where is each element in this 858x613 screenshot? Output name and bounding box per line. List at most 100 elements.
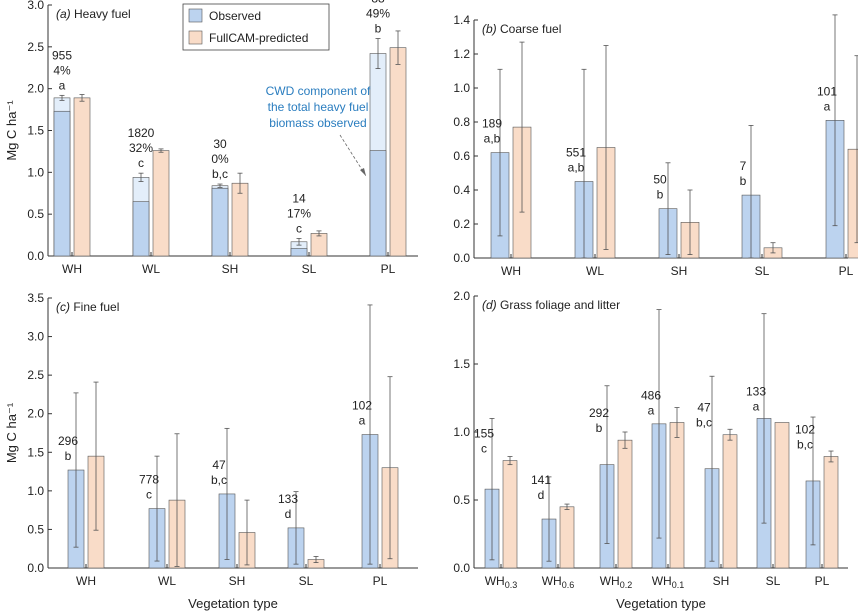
bar-predicted [502,460,518,569]
x-tick-label: WL [586,264,604,278]
y-tick-label: 0.8 [453,115,470,129]
bar-predicted [823,456,839,569]
x-tick-label: WH0.3 [485,574,518,590]
data-label: 141 [531,473,551,487]
data-label: 155 [474,427,494,441]
data-label: b [375,21,382,35]
y-tick-label: 1.0 [27,484,44,498]
panel-title: (a) Heavy fuel [56,7,131,21]
x-tick-label: WH0.1 [652,574,685,590]
data-label: 101 [817,84,837,98]
bar-predicted [617,439,633,569]
x-tick-label: WL [158,574,176,588]
data-label: 7 [740,159,747,173]
x-tick-label: PL [381,262,396,276]
x-tick-label: SL [755,264,770,278]
x-tick-label-main: WH [542,574,562,588]
x-tick-label-main: WH [652,574,672,588]
x-tick-label: SH [229,574,246,588]
bar-predicted [152,150,170,257]
y-tick-label: 0.6 [453,149,470,163]
panel-letter: (a) [56,7,71,21]
data-label: b,c [211,473,227,487]
data-label: a [824,99,831,113]
y-tick-label: 3.5 [27,291,44,305]
y-tick-label: 2.0 [27,407,44,421]
bar-predicted [847,148,858,259]
data-label: 292 [589,406,609,420]
panel-c: 0.0 0.5 1.0 1.5 2.0 2.5 3.0 3.5 (c) Fine fuel WH b… [4,291,418,611]
data-label: 1820 [128,126,155,140]
data-label: c [481,442,487,456]
y-tick-label: 2.5 [27,368,44,382]
legend: Observed FullCAM-predicted [182,3,330,51]
panel-title-text: Fine fuel [70,300,119,314]
x-tick-label-main: WH [600,574,620,588]
panel-title: (b) Coarse fuel [482,22,561,36]
x-tick-label: SH [671,264,688,278]
y-tick-label: 0.5 [453,493,470,507]
data-label: 133 [278,492,298,506]
panel-letter: (c) [56,300,70,314]
data-label: b,c [797,437,813,451]
panel-letter: (d) [482,298,497,312]
x-tick-label: SL [302,262,317,276]
bar-observed-cwd [369,150,387,257]
data-label: b [596,421,603,435]
y-tick-label: 1.0 [27,165,44,179]
x-tick-label-subscript: 0.6 [562,580,575,590]
data-label: c [138,156,144,170]
bar-observed-cwd [290,248,308,257]
legend-box [182,3,330,51]
data-label: a [648,403,655,417]
panel-title-text: Grass foliage and litter [497,298,620,312]
y-tick-label: 1.4 [453,13,470,27]
bar-predicted [669,422,685,569]
bar-predicted [389,47,407,257]
data-label: c [296,221,302,235]
legend-swatch-observed [188,8,203,23]
x-tick-label: SL [299,574,314,588]
panel-b: 0.0 0.2 0.4 0.6 0.8 1.0 1.2 1.4 (b) Coarse fuel W… [453,13,858,278]
x-tick-label: WH [501,264,521,278]
y-tick-label: 0.5 [27,207,44,221]
bar-observed-cwd [132,201,150,257]
x-tick-label: WH [62,262,82,276]
data-label: a [359,414,366,428]
data-label: 32% [129,141,153,155]
data-label: b [657,188,664,202]
y-axis-label: Mg C ha⁻¹ [4,402,19,463]
bar-observed-cwd [211,187,229,257]
panel-d: 0.0 0.5 1.0 1.5 2.0 (d) Grass foliage and lit… [453,289,848,611]
legend-label-predicted: FullCAM-predicted [209,31,308,45]
y-tick-label: 3.0 [27,0,44,12]
cwd-annotation: biomass observed [269,116,366,130]
x-tick-label: WH0.6 [542,574,575,590]
y-tick-label: 0.4 [453,183,470,197]
y-axis-label: Mg C ha⁻¹ [4,100,19,161]
cwd-annotation: the total heavy fuel [268,100,369,114]
data-label: 955 [52,48,72,62]
data-label: 189 [482,117,502,131]
data-label: 88 [371,0,385,5]
x-tick-label-subscript: 0.3 [505,580,518,590]
data-label: 47 [697,401,711,415]
y-tick-label: 1.5 [453,357,470,371]
data-label: a [59,78,66,92]
x-axis-label: Vegetation type [188,596,278,611]
data-label: d [285,507,292,521]
bar-predicted [722,434,738,569]
bar-predicted [73,97,91,257]
y-tick-label: 1.5 [27,445,44,459]
data-label: 49% [366,6,390,20]
data-label: 30 [213,137,227,151]
data-label: 296 [58,434,78,448]
bar-predicted [231,182,249,257]
data-label: 50 [653,173,667,187]
x-tick-label: PL [815,574,830,588]
data-label: 14 [292,191,306,205]
data-label: 102 [352,399,372,413]
x-tick-label: SH [222,262,239,276]
data-label: b,c [212,167,228,181]
panel-letter: (b) [482,22,497,36]
